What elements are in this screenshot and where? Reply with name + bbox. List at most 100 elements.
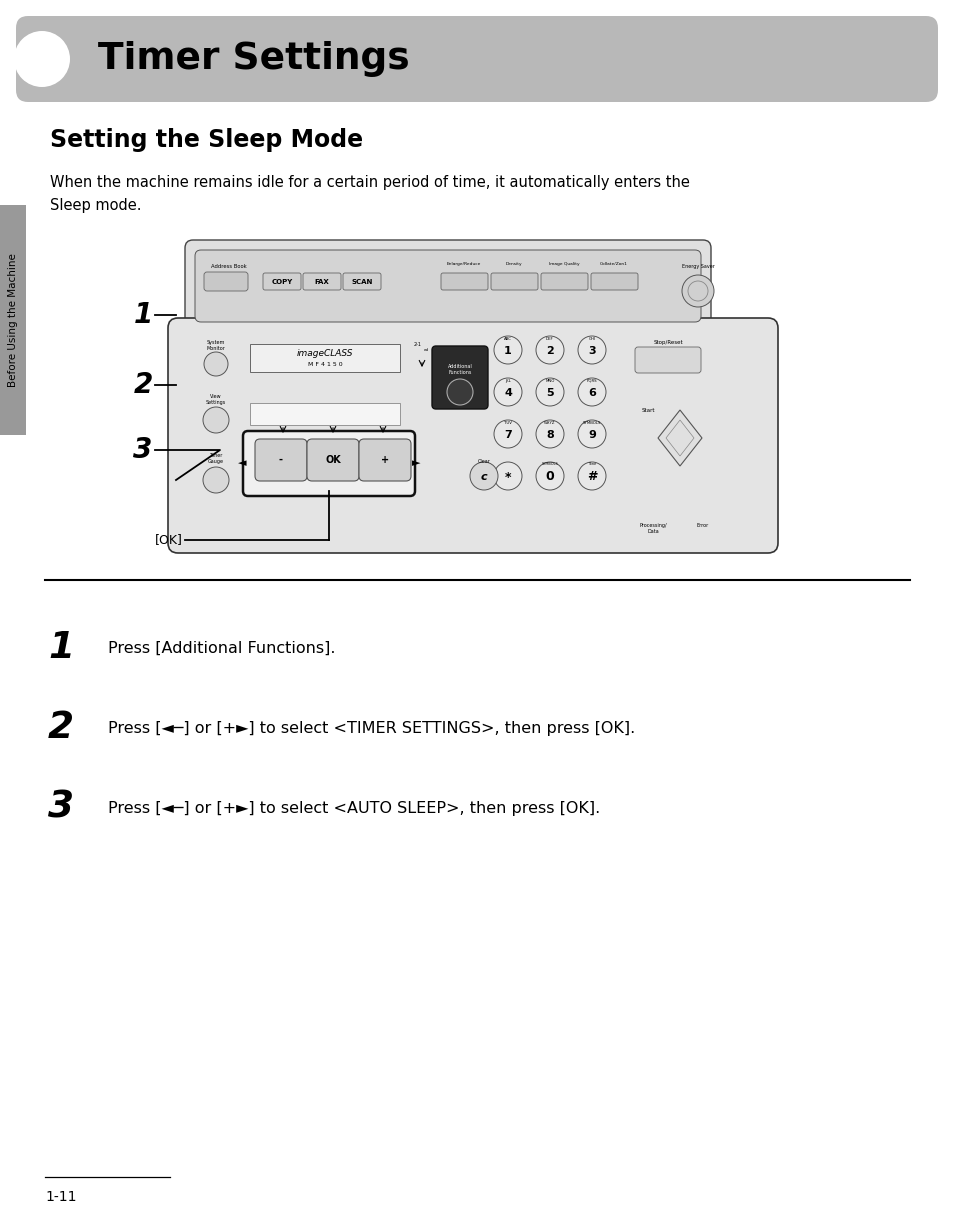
Circle shape bbox=[14, 31, 70, 87]
FancyBboxPatch shape bbox=[16, 16, 937, 102]
Text: +: + bbox=[380, 454, 389, 466]
Text: ◄: ◄ bbox=[237, 458, 246, 468]
Text: 4: 4 bbox=[503, 388, 512, 398]
Text: WXYZ: WXYZ bbox=[543, 421, 556, 425]
Text: FAX: FAX bbox=[314, 279, 329, 285]
Text: 2: 2 bbox=[133, 371, 152, 399]
FancyBboxPatch shape bbox=[168, 318, 778, 552]
FancyBboxPatch shape bbox=[194, 250, 700, 322]
Text: imageCLASS: imageCLASS bbox=[296, 349, 353, 359]
Text: Energy Saver: Energy Saver bbox=[680, 265, 714, 270]
Circle shape bbox=[494, 336, 521, 364]
FancyBboxPatch shape bbox=[635, 347, 700, 372]
FancyBboxPatch shape bbox=[440, 273, 488, 290]
Circle shape bbox=[578, 462, 605, 490]
Text: Start: Start bbox=[640, 408, 654, 413]
FancyBboxPatch shape bbox=[358, 439, 411, 481]
Text: 7: 7 bbox=[503, 430, 512, 440]
FancyBboxPatch shape bbox=[432, 345, 488, 409]
Text: 1: 1 bbox=[503, 345, 512, 356]
Text: #: # bbox=[586, 470, 597, 484]
Text: Processing/
Data: Processing/ Data bbox=[639, 523, 666, 534]
Text: Tone: Tone bbox=[587, 462, 596, 466]
Text: -: - bbox=[278, 454, 283, 466]
Text: 2-1: 2-1 bbox=[414, 342, 421, 347]
Text: 8: 8 bbox=[545, 430, 554, 440]
Text: 2: 2 bbox=[545, 345, 554, 356]
Text: ►: ► bbox=[412, 458, 420, 468]
Circle shape bbox=[578, 379, 605, 405]
Text: Toner
Gauge: Toner Gauge bbox=[208, 453, 224, 464]
FancyBboxPatch shape bbox=[343, 273, 380, 290]
FancyBboxPatch shape bbox=[185, 240, 710, 345]
Text: SYMBOLS: SYMBOLS bbox=[541, 462, 558, 466]
Circle shape bbox=[536, 336, 563, 364]
Text: DEF: DEF bbox=[545, 337, 554, 341]
Circle shape bbox=[203, 407, 229, 432]
FancyBboxPatch shape bbox=[590, 273, 638, 290]
FancyBboxPatch shape bbox=[307, 439, 358, 481]
Text: Enlarge/Reduce: Enlarge/Reduce bbox=[446, 262, 480, 266]
Text: c: c bbox=[480, 472, 487, 481]
Text: MNO: MNO bbox=[545, 379, 554, 383]
Text: When the machine remains idle for a certain period of time, it automatically ent: When the machine remains idle for a cert… bbox=[50, 175, 689, 190]
FancyBboxPatch shape bbox=[254, 439, 307, 481]
Circle shape bbox=[204, 352, 228, 376]
Text: Before Using the Machine: Before Using the Machine bbox=[8, 254, 18, 387]
Text: 3: 3 bbox=[48, 790, 74, 826]
Text: Address Book: Address Book bbox=[211, 265, 247, 270]
Circle shape bbox=[681, 274, 713, 307]
Text: 0: 0 bbox=[545, 470, 554, 484]
Text: 1-11: 1-11 bbox=[45, 1189, 76, 1204]
Text: GHI: GHI bbox=[588, 337, 595, 341]
Text: Image Quality: Image Quality bbox=[548, 262, 578, 266]
Text: Press [◄─] or [+►] to select <TIMER SETTINGS>, then press [OK].: Press [◄─] or [+►] to select <TIMER SETT… bbox=[108, 720, 635, 735]
Text: 1: 1 bbox=[133, 301, 152, 330]
Bar bbox=[0, 205, 26, 435]
Text: 3: 3 bbox=[588, 345, 596, 356]
Text: Press [Additional Functions].: Press [Additional Functions]. bbox=[108, 641, 335, 655]
FancyBboxPatch shape bbox=[540, 273, 587, 290]
Circle shape bbox=[536, 462, 563, 490]
Text: [OK]: [OK] bbox=[154, 534, 183, 546]
Circle shape bbox=[203, 467, 229, 492]
Text: 9: 9 bbox=[587, 430, 596, 440]
FancyBboxPatch shape bbox=[303, 273, 340, 290]
Text: M F 4 1 5 0: M F 4 1 5 0 bbox=[308, 363, 342, 367]
Text: Density: Density bbox=[505, 262, 521, 266]
Text: Timer Settings: Timer Settings bbox=[98, 40, 409, 77]
Circle shape bbox=[536, 379, 563, 405]
Circle shape bbox=[494, 420, 521, 448]
Text: JKL: JKL bbox=[504, 379, 511, 383]
Text: TUV: TUV bbox=[503, 421, 512, 425]
Text: 6: 6 bbox=[587, 388, 596, 398]
Text: 3: 3 bbox=[133, 436, 152, 464]
Text: SYMBOLS: SYMBOLS bbox=[582, 421, 600, 425]
Text: Collate/Zon1: Collate/Zon1 bbox=[599, 262, 627, 266]
FancyBboxPatch shape bbox=[491, 273, 537, 290]
Text: 5: 5 bbox=[546, 388, 554, 398]
Circle shape bbox=[470, 462, 497, 490]
FancyBboxPatch shape bbox=[243, 431, 415, 496]
Text: 2: 2 bbox=[48, 710, 74, 746]
Circle shape bbox=[494, 462, 521, 490]
Text: Press [◄─] or [+►] to select <AUTO SLEEP>, then press [OK].: Press [◄─] or [+►] to select <AUTO SLEEP… bbox=[108, 800, 599, 816]
Circle shape bbox=[578, 336, 605, 364]
Polygon shape bbox=[658, 410, 701, 466]
Circle shape bbox=[536, 420, 563, 448]
Bar bbox=[250, 403, 399, 425]
Circle shape bbox=[447, 379, 473, 405]
Bar bbox=[250, 344, 399, 372]
Text: 1: 1 bbox=[48, 630, 74, 666]
Text: Error: Error bbox=[696, 523, 708, 528]
Text: View
Settings: View Settings bbox=[206, 394, 226, 404]
Text: Clear: Clear bbox=[477, 459, 490, 464]
Circle shape bbox=[494, 379, 521, 405]
Text: Setting the Sleep Mode: Setting the Sleep Mode bbox=[50, 127, 363, 152]
Text: ABC: ABC bbox=[503, 337, 512, 341]
FancyBboxPatch shape bbox=[263, 273, 301, 290]
Text: *: * bbox=[504, 470, 511, 484]
Text: PQRS: PQRS bbox=[586, 379, 597, 383]
Text: COPY: COPY bbox=[271, 279, 293, 285]
Text: Additional
Functions: Additional Functions bbox=[447, 364, 472, 375]
